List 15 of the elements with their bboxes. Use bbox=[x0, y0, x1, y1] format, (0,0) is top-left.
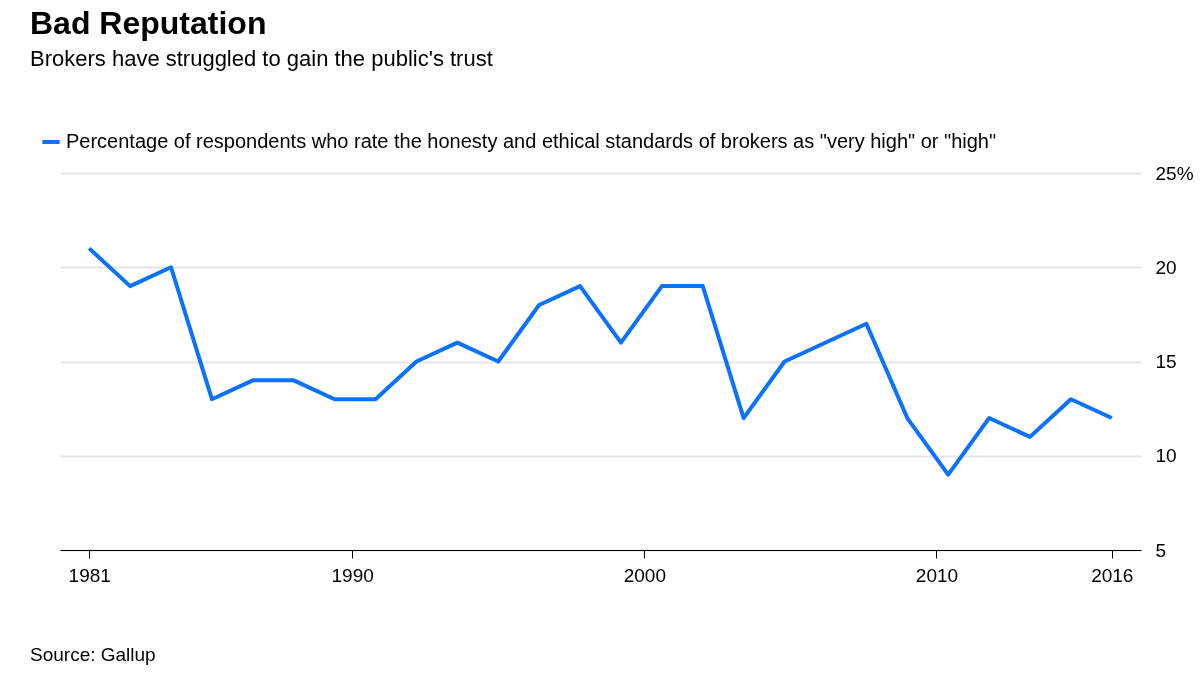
x-tick-label: 1990 bbox=[331, 564, 374, 586]
source-note: Source: Gallup bbox=[30, 644, 156, 666]
y-tick-label: 10 bbox=[1155, 445, 1177, 467]
y-tick-label: 20 bbox=[1155, 256, 1177, 278]
line-series bbox=[87, 246, 1114, 477]
chart-subtitle: Brokers have struggled to gain the public's trust bbox=[30, 46, 493, 71]
y-tick-label: 25% bbox=[1155, 162, 1194, 184]
legend-label: Percentage of respondents who rate the honesty and ethical standards of brokers as "very high" or "high" bbox=[66, 130, 997, 152]
chart-title: Bad Reputation bbox=[30, 5, 267, 41]
x-tick-label: 2000 bbox=[623, 564, 666, 586]
x-tick-label: 1981 bbox=[68, 564, 111, 586]
x-tick-label: 2010 bbox=[915, 564, 959, 586]
y-tick-label: 15 bbox=[1155, 351, 1177, 372]
y-tick-label: 5 bbox=[1155, 539, 1167, 561]
x-tick-label: 2016 bbox=[1091, 564, 1134, 586]
